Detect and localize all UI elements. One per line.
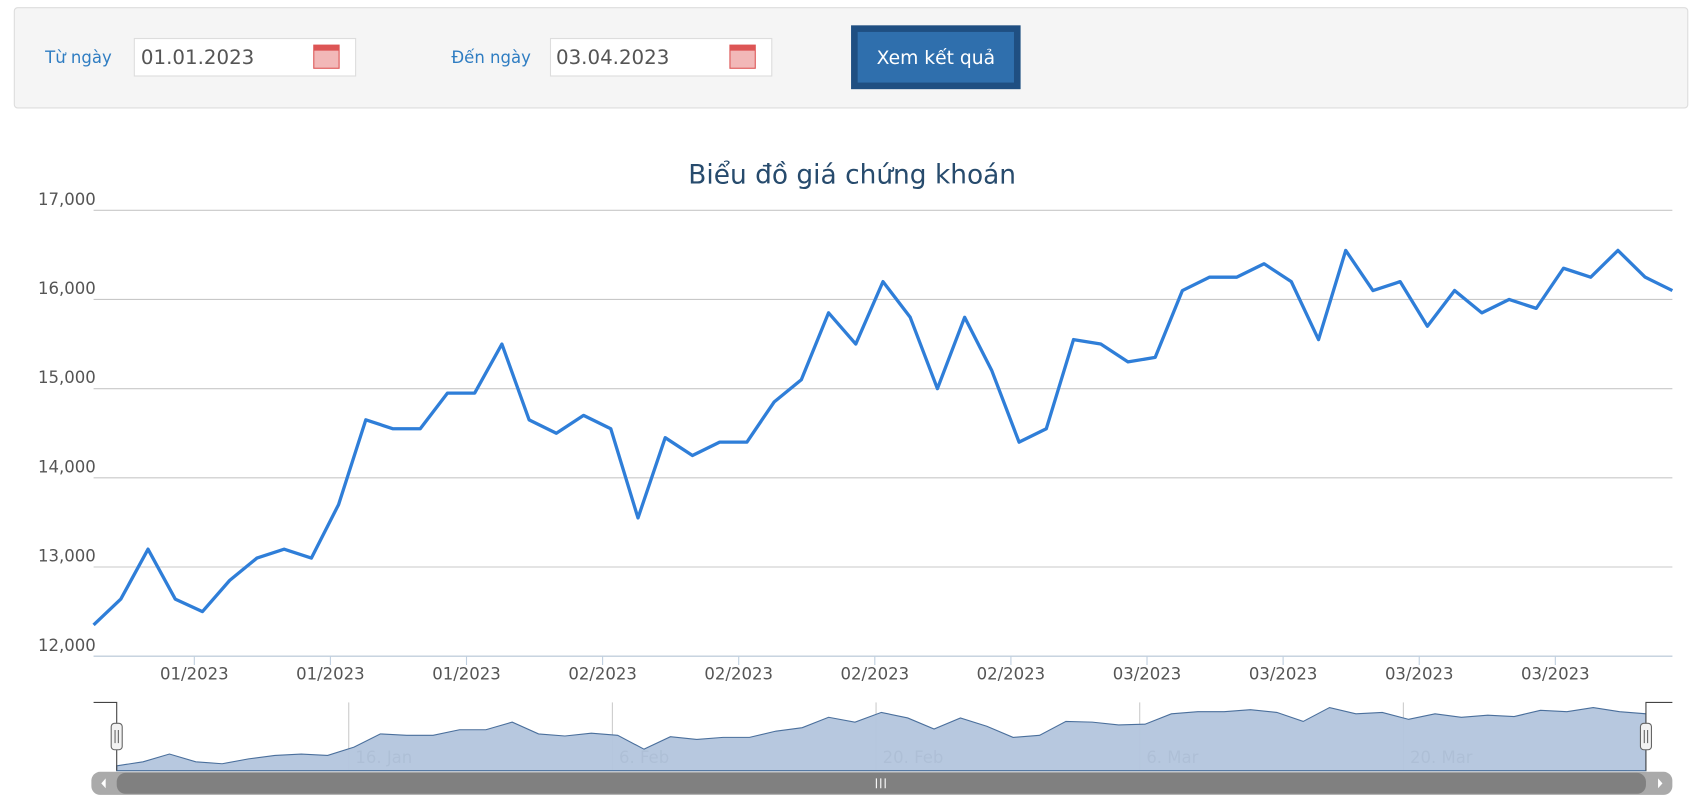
- x-tick-label: 02/2023: [704, 664, 773, 683]
- x-tick-label: 02/2023: [841, 664, 910, 683]
- y-tick-label: 12,000: [38, 636, 96, 655]
- from-value[interactable]: 01.01.2023: [141, 46, 254, 69]
- calendar-icon[interactable]: [729, 44, 756, 69]
- to-value[interactable]: 03.04.2023: [556, 46, 669, 69]
- x-tick-label: 03/2023: [1385, 664, 1454, 683]
- price-line: [92, 248, 1674, 627]
- scroll-right[interactable]: [1658, 778, 1663, 789]
- plot: 12,000 13,000 14,000 15,000 16,000 17,000 01/2…: [38, 190, 1674, 795]
- chart-title: Biểu đồ giá chứng khoán: [688, 160, 1016, 191]
- y-tick-label: 14,000: [38, 457, 96, 476]
- x-tick-label: 02/2023: [977, 664, 1046, 683]
- navigator-handle[interactable]: [1639, 722, 1653, 751]
- x-tick-label: 01/2023: [432, 664, 501, 683]
- x-tick-label: 02/2023: [568, 664, 637, 683]
- to-label: Đến ngày: [451, 48, 531, 67]
- thumb-grip[interactable]: [875, 778, 886, 789]
- submit-face[interactable]: [857, 31, 1014, 83]
- y-tick-label: 13,000: [38, 547, 96, 566]
- from-label: Từ ngày: [44, 48, 112, 67]
- navigator-handle[interactable]: [110, 722, 123, 751]
- navigator-area: [116, 706, 1647, 772]
- calendar-icon[interactable]: [313, 44, 340, 69]
- x-tick-label: 01/2023: [160, 664, 229, 683]
- scroll-left[interactable]: [101, 778, 106, 789]
- y-tick-label: 17,000: [38, 190, 96, 209]
- y-tick-label: 16,000: [38, 279, 96, 298]
- submit-text[interactable]: Xem kết quả: [877, 47, 995, 69]
- x-tick-label: 03/2023: [1249, 664, 1318, 683]
- x-tick-label: 01/2023: [296, 664, 365, 683]
- x-tick-label: 03/2023: [1113, 664, 1182, 683]
- handle-grip[interactable]: [1643, 729, 1649, 744]
- handle-grip[interactable]: [114, 729, 119, 744]
- x-tick-label: 03/2023: [1521, 664, 1590, 683]
- y-tick-label: 15,000: [38, 368, 96, 387]
